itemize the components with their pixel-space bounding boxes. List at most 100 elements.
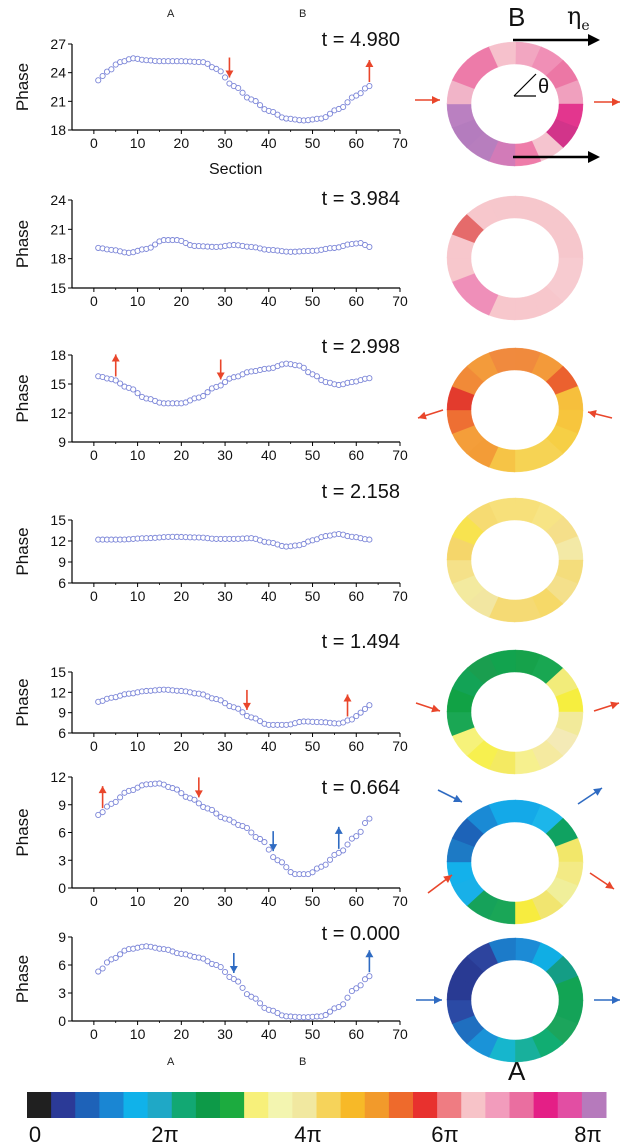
data-point [200,955,207,962]
data-point [112,954,119,961]
y-axis-label: Phase [13,63,32,111]
ring-annotations: θ [513,34,600,163]
data-point [366,702,373,709]
colorbar-swatch [364,1092,390,1118]
data-point [95,811,102,818]
top-marker-a: A [167,8,175,20]
data-point [261,839,268,846]
colorbar-swatch [581,1092,607,1118]
data-point [178,790,185,797]
data-point [99,72,106,80]
bottom-marker-a: A [167,1056,175,1068]
x-tick-label: 40 [261,293,277,309]
data-point [270,854,277,861]
data-point [252,995,259,1002]
colorbar-swatch [388,1092,414,1118]
data-point [344,841,351,848]
x-tick-label: 60 [348,738,364,754]
y-tick-label: 9 [58,705,66,721]
data-point [357,982,364,989]
y-tick-label: 15 [50,280,66,296]
data-point [222,968,229,976]
data-point [217,697,224,704]
data-point [335,1003,342,1011]
y-tick-label: 21 [50,93,66,109]
colorbar-swatch [316,1092,342,1118]
data-point [130,386,137,393]
colorbar-label: 8π [574,1122,601,1146]
x-tick-label: 0 [90,293,98,309]
data-point [217,964,224,971]
data-point [257,1000,264,1007]
y-tick-label: 12 [50,533,66,549]
ring-2 [417,347,613,473]
colorbar-swatch [75,1092,100,1118]
section-axis-label: Section [209,161,263,178]
x-tick-label: 20 [174,135,190,151]
data-point [248,829,255,836]
x-tick-label: 20 [174,447,190,463]
y-axis-label: Phase [13,220,32,268]
theta-label: θ [538,76,549,98]
data-point [348,988,355,995]
x-tick-label: 60 [348,293,364,309]
time-label: t = 4.980 [322,29,400,51]
y-tick-label: 18 [50,347,66,363]
colorbar-swatch [485,1092,510,1118]
colorbar-label: 4π [294,1122,321,1146]
y-tick-label: 18 [50,251,66,267]
y-tick-label: 0 [58,880,66,896]
data-point [257,718,264,725]
data-point [252,98,259,105]
arrow-down [269,831,278,852]
data-point [117,380,124,387]
ring-arrow [417,409,444,420]
y-axis-label: Phase [13,808,32,856]
x-tick-label: 70 [392,893,408,909]
data-point [239,984,246,991]
data-point [252,715,259,722]
y-tick-label: 9 [58,929,66,945]
colorbar-swatch [413,1092,438,1118]
data-point [112,798,119,805]
data-point [235,978,242,985]
data-point [235,705,242,712]
data-point [204,958,211,965]
ring-arrow [416,996,442,1004]
x-tick-label: 30 [217,893,233,909]
data-point [243,824,250,831]
data-point [226,816,233,823]
ring-sector [488,41,516,68]
x-tick-label: 50 [305,588,321,604]
x-tick-label: 50 [305,738,321,754]
data-point [134,390,141,397]
x-tick-label: 0 [90,588,98,604]
y-tick-label: 6 [58,825,66,841]
data-point [366,243,373,250]
data-point [117,951,124,958]
data-point [353,713,360,720]
x-tick-label: 30 [217,738,233,754]
x-tick-label: 50 [305,893,321,909]
plot-t2158: 0 10 20 30 40 50 60 70 6 9 12 15 Phase t = 2.158 [13,481,408,604]
arrow-down [242,689,251,710]
data-point [239,89,246,96]
ring-sector [488,347,516,374]
x-tick-label: 10 [130,738,146,754]
bottom-marker-b: B [299,1056,307,1068]
data-point [257,835,264,843]
x-tick-label: 0 [90,1026,98,1042]
data-point [208,806,215,813]
data-point [222,700,229,707]
data-point [357,709,364,716]
x-tick-label: 20 [174,738,190,754]
data-point [361,819,369,827]
colorbar-swatch [195,1092,221,1118]
time-label: t = 0.664 [322,777,400,799]
data-point [200,392,207,400]
x-tick-label: 70 [392,447,408,463]
y-tick-label: 9 [58,797,66,813]
ring-5 [427,787,615,925]
